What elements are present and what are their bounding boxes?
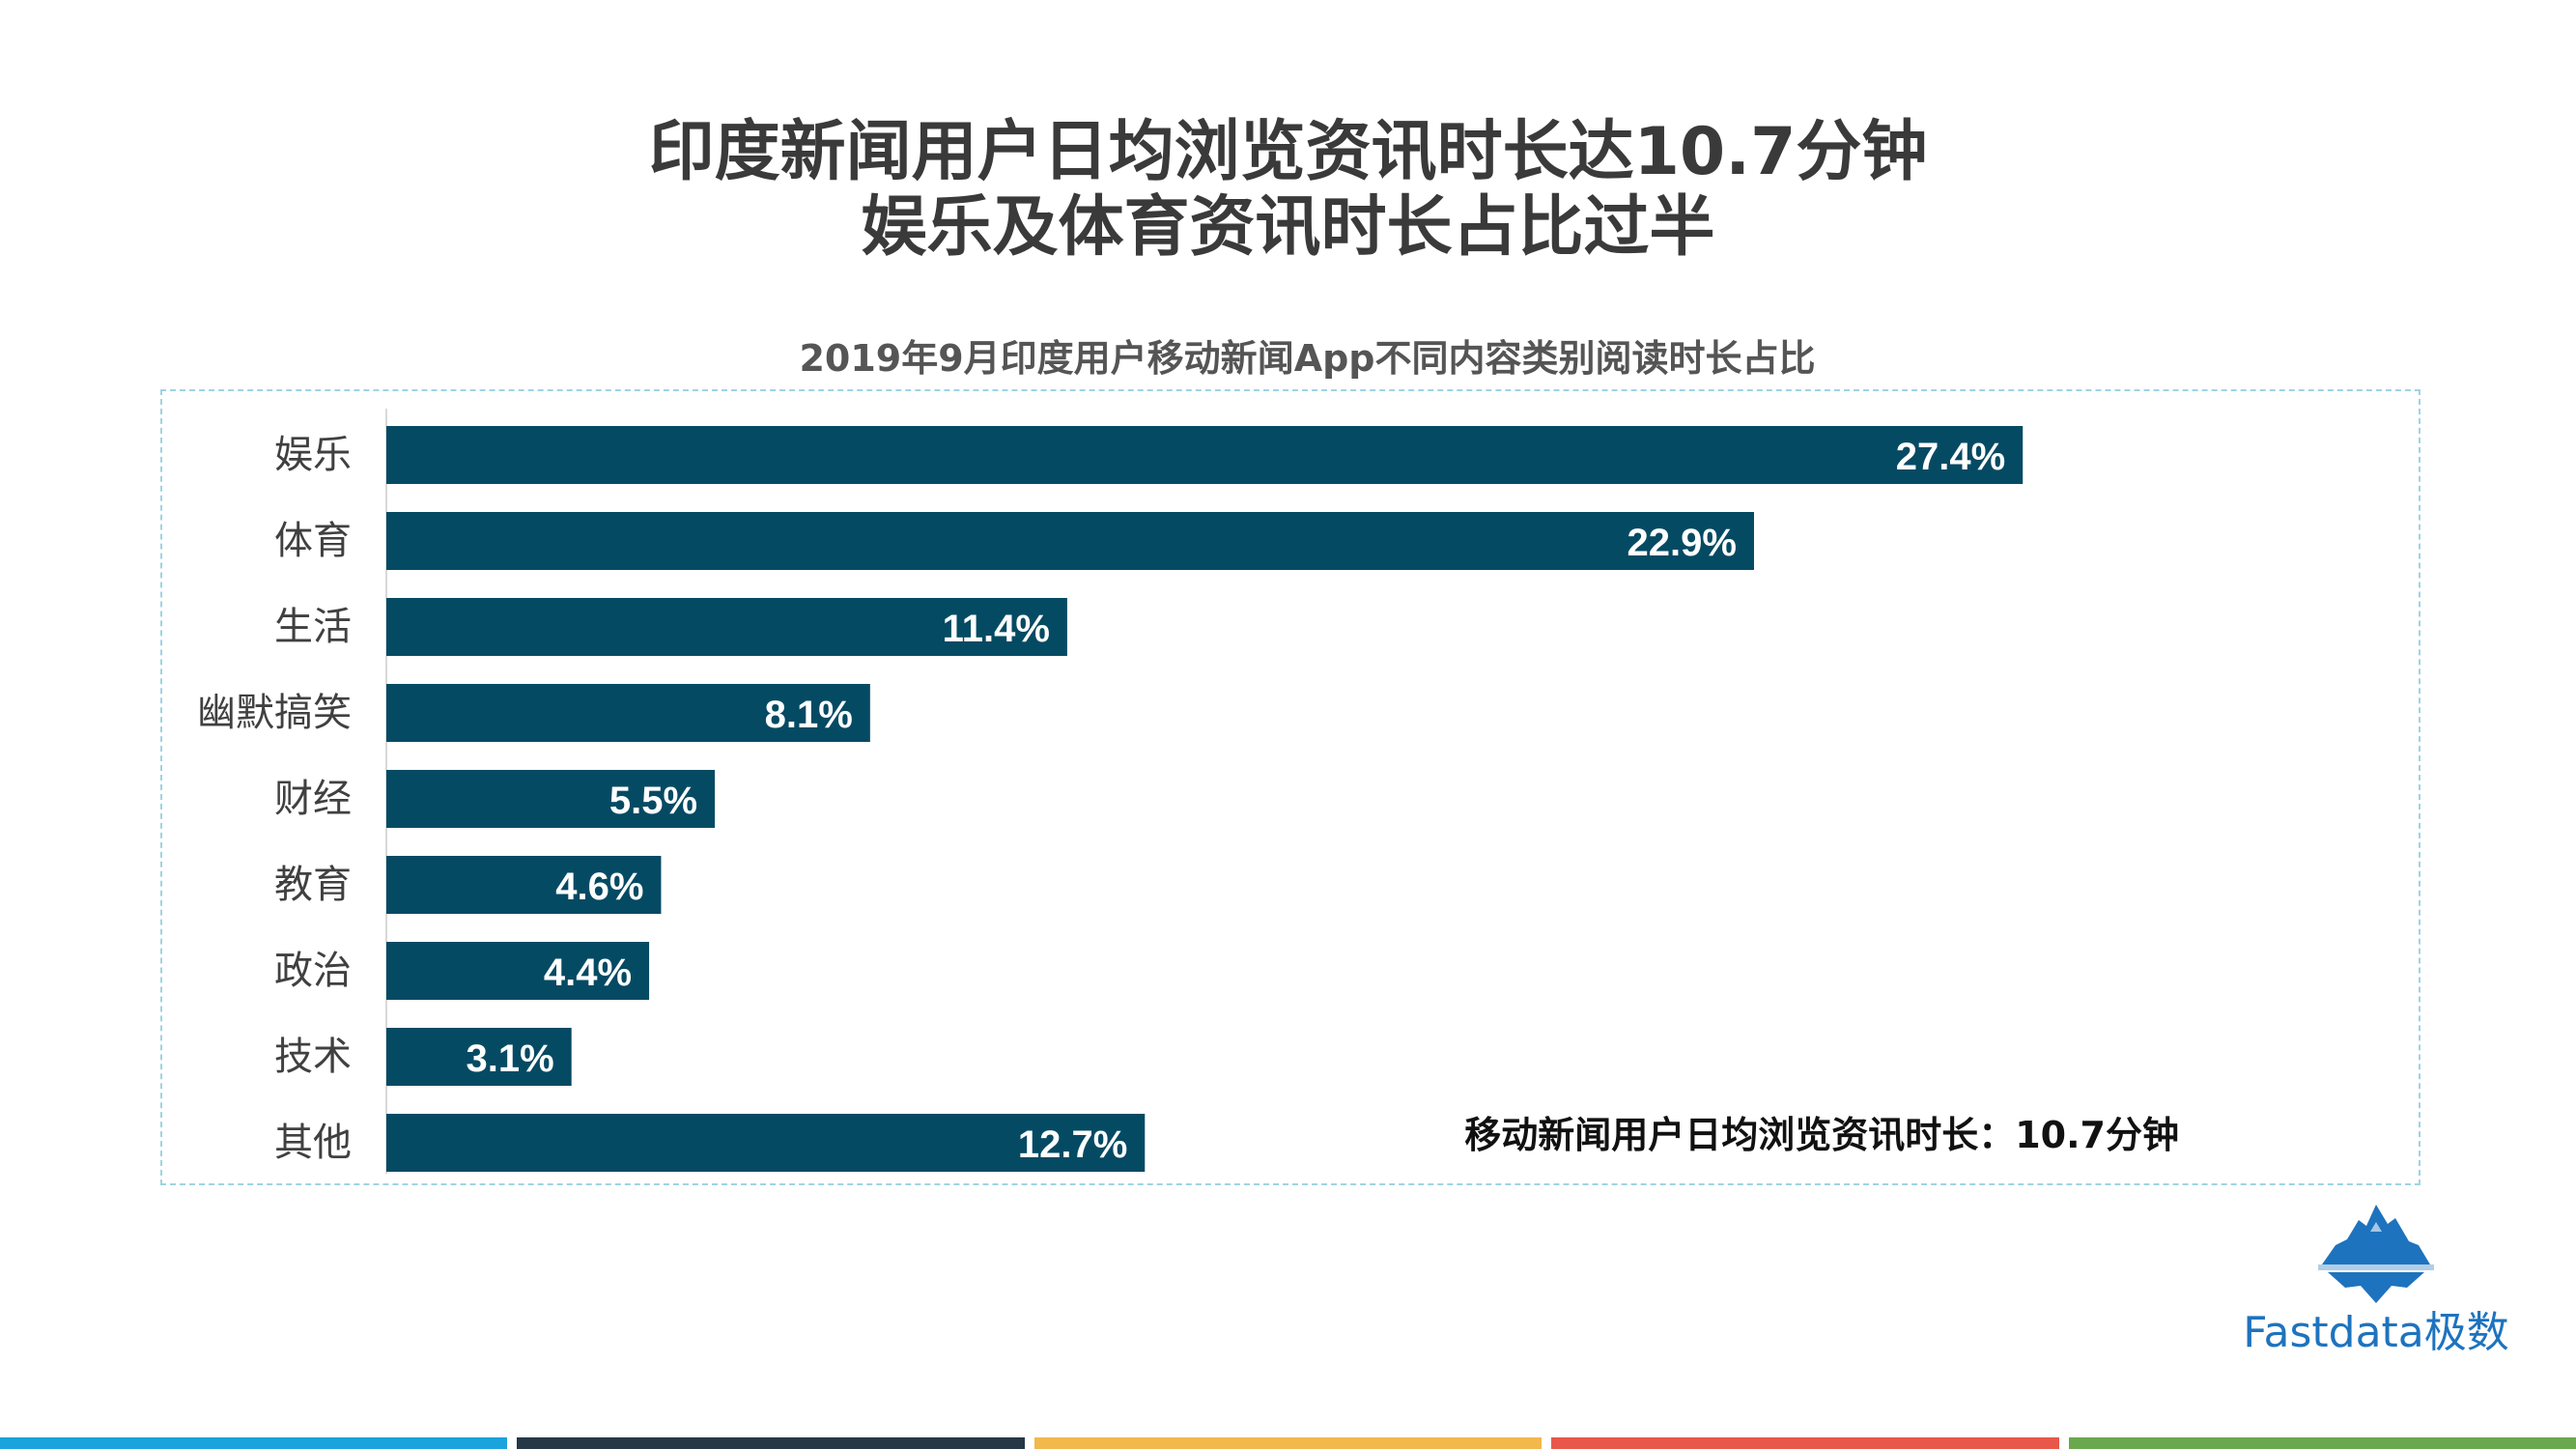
category-label-8: 其他: [274, 1121, 352, 1165]
bar-3: [386, 684, 870, 742]
value-label-3: 8.1%: [765, 694, 853, 736]
footer-stripe-segment-3: [1551, 1437, 2059, 1449]
value-label-8: 12.7%: [1018, 1123, 1127, 1166]
category-label-0: 娱乐: [274, 433, 352, 477]
bar-1: [386, 512, 1754, 570]
value-label-7: 3.1%: [467, 1037, 554, 1080]
category-label-2: 生活: [274, 605, 352, 649]
bar-7: [386, 1028, 572, 1086]
category-label-3: 幽默搞笑: [197, 691, 352, 735]
page-title-line2: 娱乐及体育资讯时长占比过半: [861, 189, 1715, 266]
bar-5: [386, 856, 662, 914]
category-label-6: 政治: [274, 949, 352, 993]
bar-2: [386, 598, 1067, 656]
chart-frame: 娱乐 27.4% 体育 22.9% 生活 11.4% 幽默搞笑 8.1% 财经 5.5% 教育 4.6…: [160, 389, 2420, 1185]
footer-stripe-segment-1: [517, 1437, 1025, 1449]
bar-8: [386, 1114, 1146, 1172]
category-label-5: 教育: [274, 863, 352, 907]
brand-logo: Fastdata极数: [2231, 1203, 2521, 1367]
value-label-4: 5.5%: [609, 780, 697, 822]
footer-stripe-segment-4: [2068, 1437, 2576, 1449]
value-label-0: 27.4%: [1896, 436, 2005, 478]
value-label-6: 4.4%: [544, 952, 632, 994]
value-label-1: 22.9%: [1628, 522, 1737, 564]
footer-color-stripe: [0, 1437, 2576, 1449]
footer-stripe-segment-2: [1033, 1437, 1543, 1449]
footer-stripe-segment-0: [0, 1437, 508, 1449]
value-label-2: 11.4%: [943, 608, 1050, 650]
bar-chart: 娱乐 27.4% 体育 22.9% 生活 11.4% 幽默搞笑 8.1% 财经 5.5% 教育 4.6…: [197, 409, 2024, 1174]
chart-title: 2019年9月印度用户移动新闻App不同内容类别阅读时长占比: [799, 337, 1816, 380]
bar-4: [386, 770, 716, 828]
bar-0: [386, 426, 2024, 484]
page-title-line1: 印度新闻用户日均浏览资讯时长达10.7分钟: [648, 114, 1928, 190]
brand-name: Fastdata极数: [2243, 1308, 2509, 1357]
value-label-5: 4.6%: [555, 866, 643, 908]
bar-6: [386, 942, 650, 1000]
category-label-4: 财经: [274, 777, 352, 821]
category-label-7: 技术: [274, 1035, 352, 1079]
iceberg-logo-icon: [2318, 1205, 2434, 1303]
category-label-1: 体育: [274, 519, 352, 563]
average-duration-note: 移动新闻用户日均浏览资讯时长：10.7分钟: [1464, 1114, 2179, 1156]
